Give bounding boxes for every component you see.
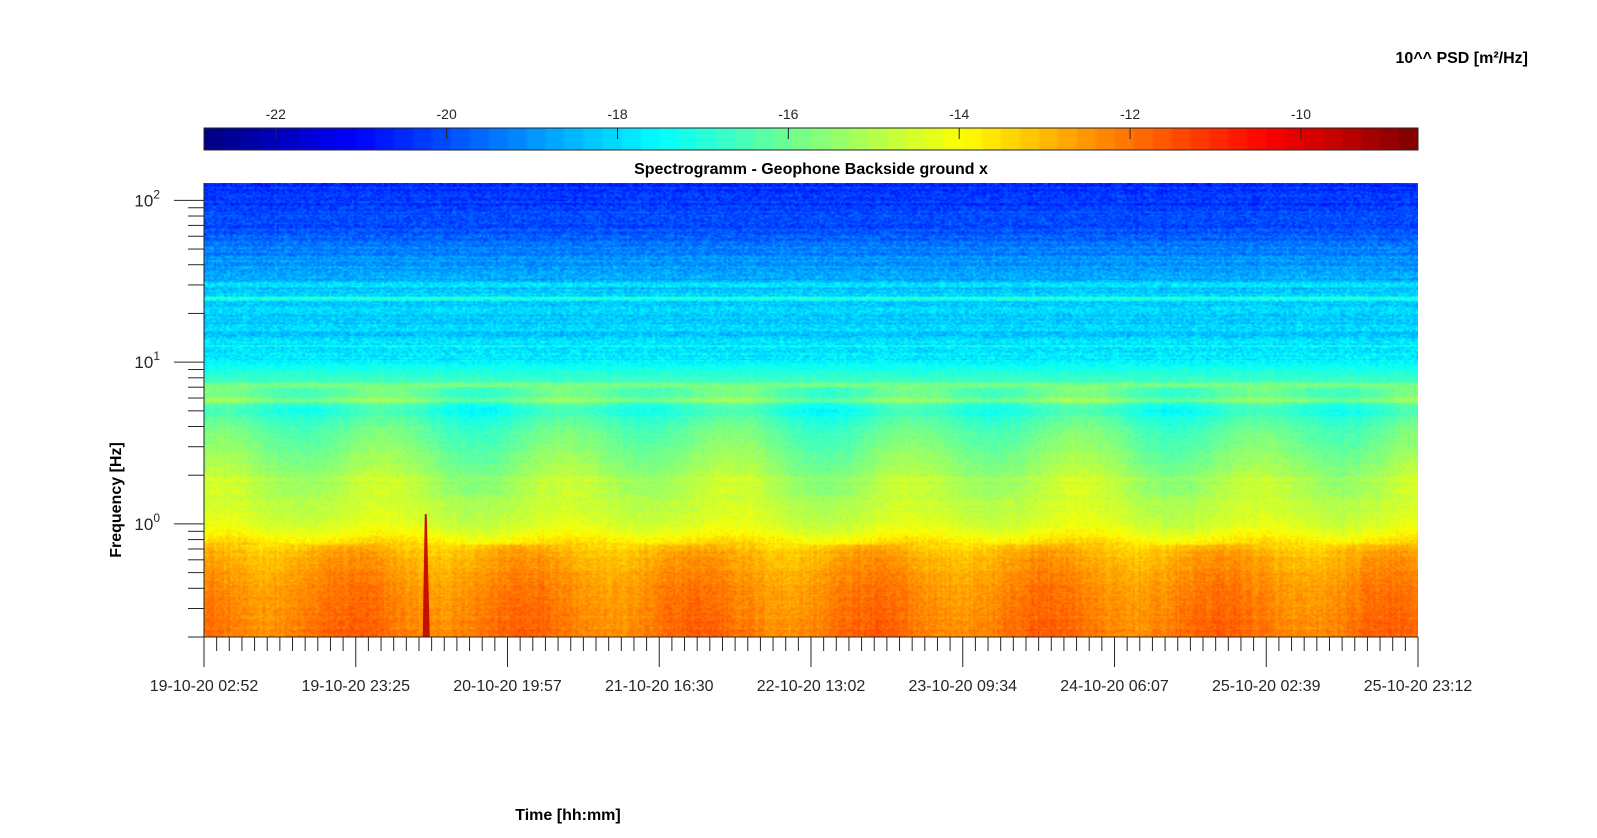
colorbar-tick-label: -14: [949, 106, 969, 122]
x-axis-label: Time [hh:mm]: [515, 807, 620, 824]
x-axis-tick-label: 19-10-20 23:25: [301, 678, 410, 695]
colorbar: [204, 128, 1418, 150]
colorbar-tick-label: -12: [1120, 106, 1140, 122]
y-axis-tick-label: 102: [134, 187, 160, 210]
x-axis-tick-labels: 19-10-20 02:52 19-10-20 23:25 20-10-20 19:…: [150, 678, 1473, 695]
colorbar-tick-labels: -22 -20 -18 -16 -14 -12 -10: [266, 106, 1312, 122]
colorbar-tick-label: -10: [1291, 106, 1311, 122]
y-axis-tick-labels: 100 101 102: [134, 187, 160, 534]
x-axis-ticks: [203, 637, 1419, 667]
x-axis-tick-label: 20-10-20 19:57: [453, 678, 562, 695]
colorbar-tick-label: -20: [437, 106, 457, 122]
y-axis-tick-label: 100: [134, 511, 160, 534]
x-axis-tick-label: 21-10-20 16:30: [605, 678, 714, 695]
colorbar-tick-label: -22: [266, 106, 286, 122]
spectrogram-image: [204, 183, 1418, 637]
y-axis-ticks: [174, 199, 204, 638]
chart-title: Spectrogramm - Geophone Backside ground …: [634, 161, 988, 178]
colorbar-frame: [203, 127, 1419, 151]
x-axis-tick-label: 23-10-20 09:34: [908, 678, 1017, 695]
colorbar-tick-label: -18: [607, 106, 627, 122]
event-streak-mark: [422, 514, 430, 637]
colorbar-tick-label: -16: [778, 106, 798, 122]
colorbar-label: 10^^ PSD [m²/Hz]: [1396, 50, 1528, 67]
x-axis-tick-label: 25-10-20 02:39: [1212, 678, 1321, 695]
x-axis-tick-label: 25-10-20 23:12: [1364, 678, 1473, 695]
x-axis-tick-label: 19-10-20 02:52: [150, 678, 259, 695]
colorbar-ticks: [275, 128, 1302, 139]
y-axis-tick-label: 101: [134, 349, 160, 372]
x-axis-tick-label: 24-10-20 06:07: [1060, 678, 1169, 695]
y-axis-label: Frequency [Hz]: [108, 442, 125, 558]
event-streak: [422, 514, 430, 637]
x-axis-tick-label: 22-10-20 13:02: [757, 678, 866, 695]
